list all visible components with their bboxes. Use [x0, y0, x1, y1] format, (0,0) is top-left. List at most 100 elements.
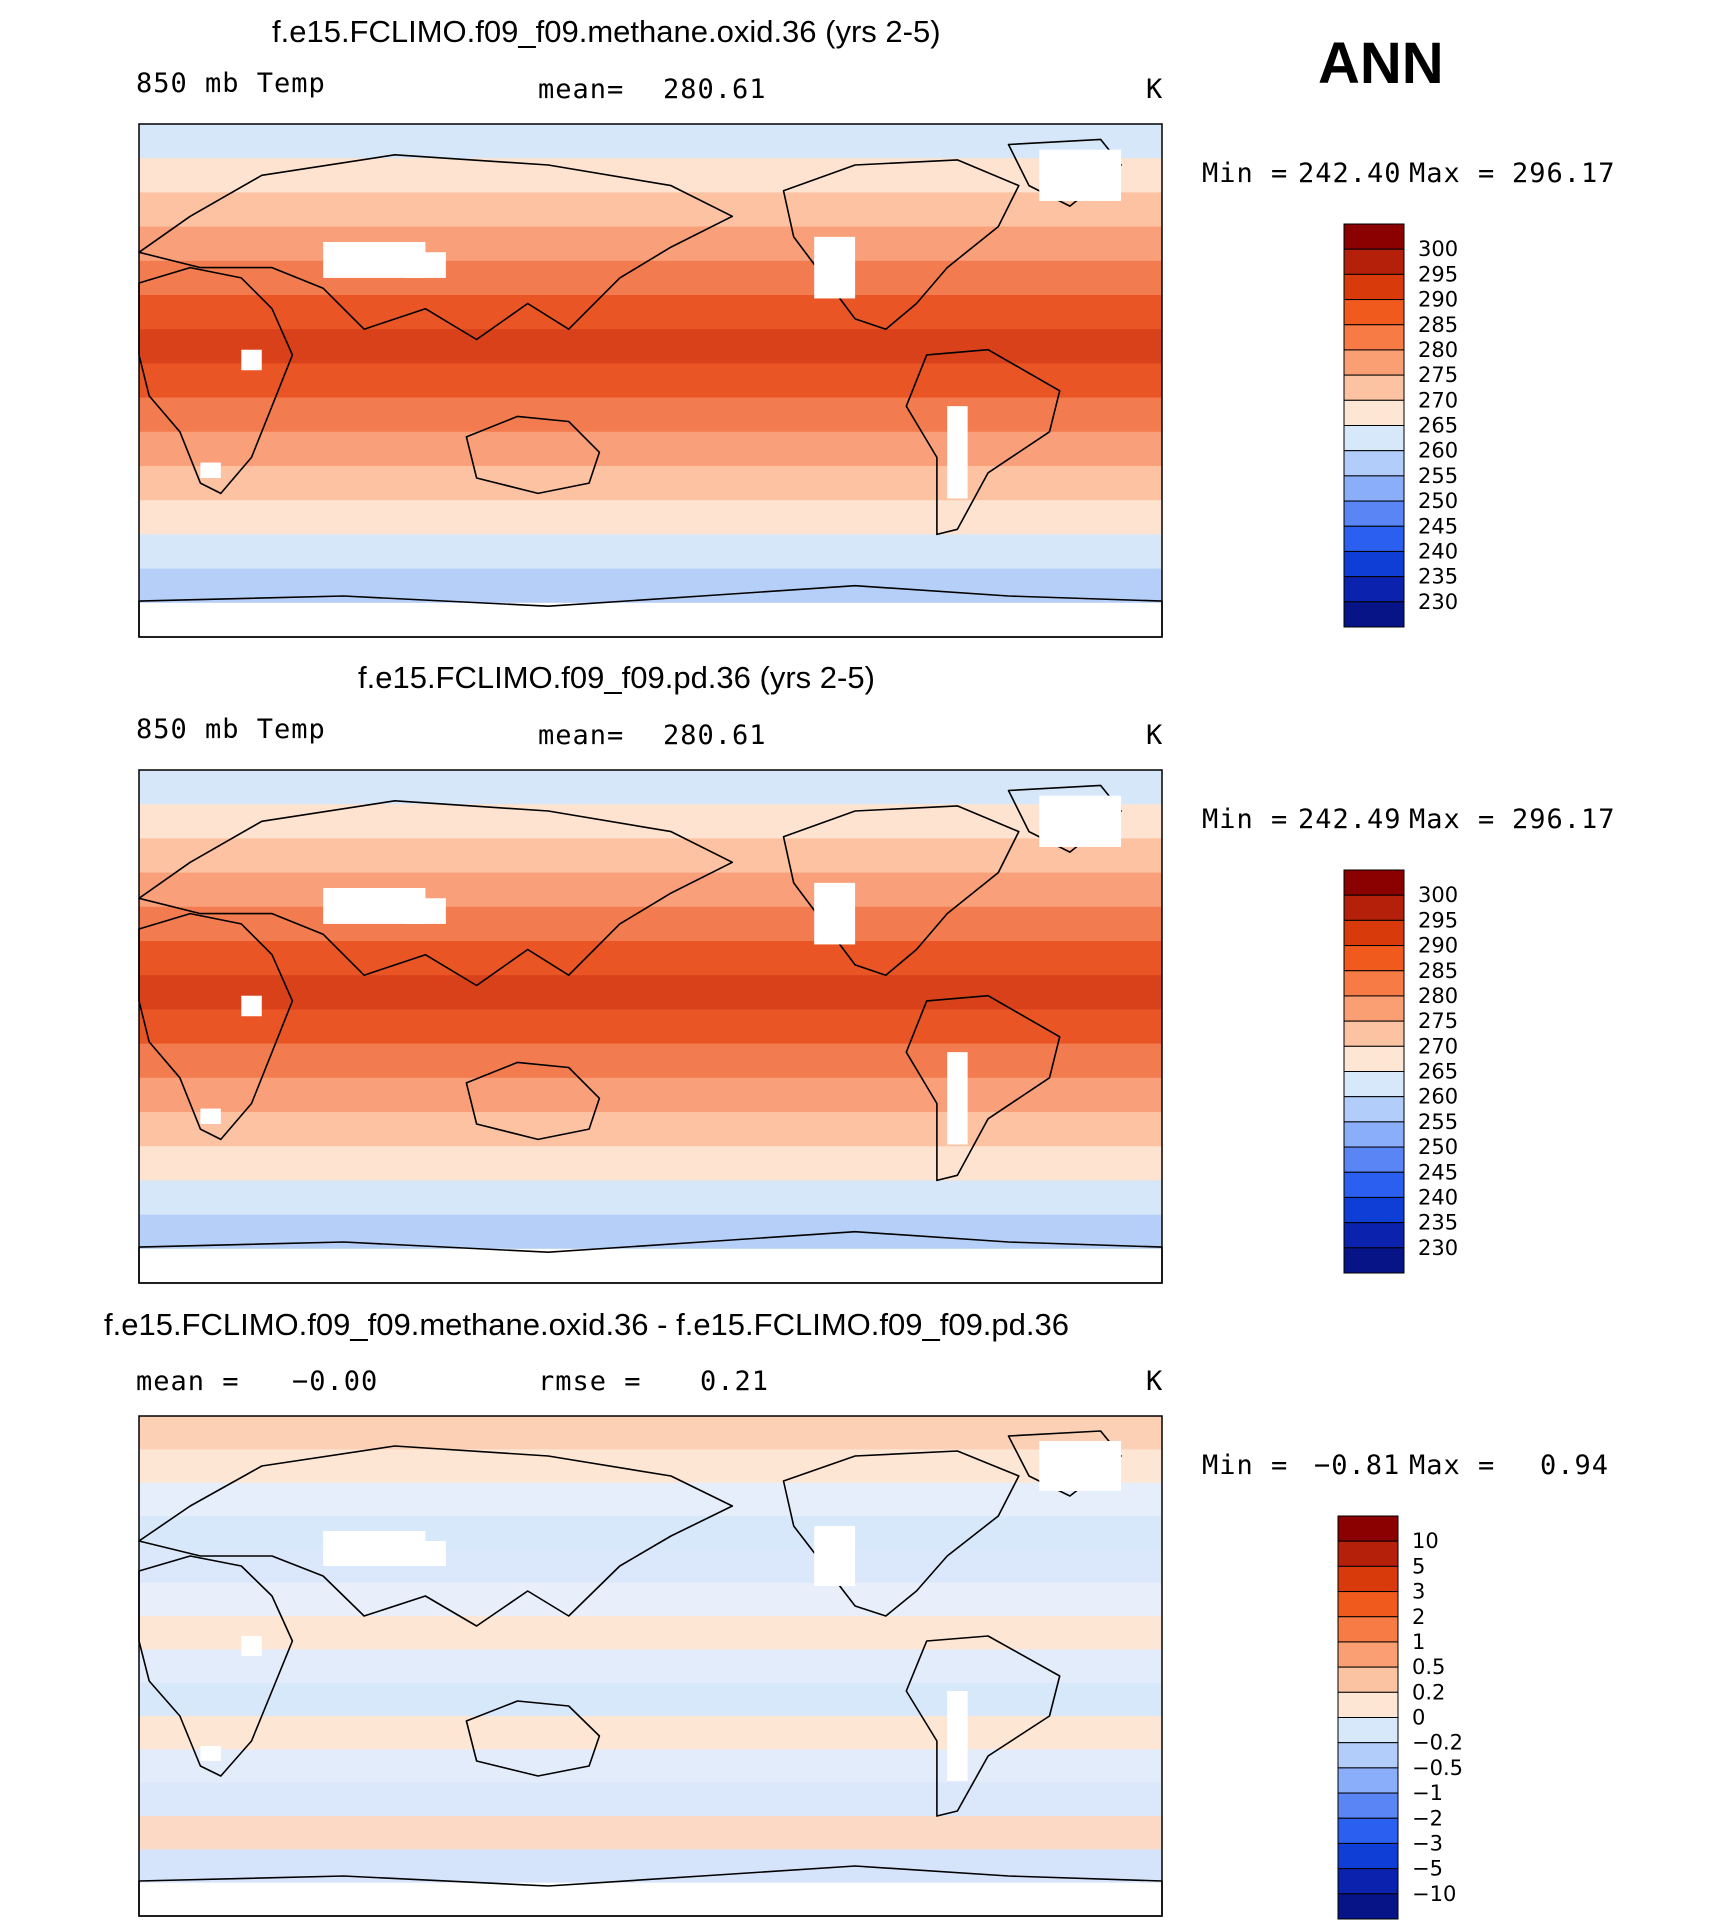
colorbar-swatch [1343, 970, 1405, 997]
colorbar-swatch [1343, 550, 1405, 578]
colorbar-swatch [1343, 894, 1405, 921]
missing-data-patch [241, 349, 262, 371]
colorbar-swatch [1343, 324, 1405, 351]
map-band [139, 1749, 1162, 1784]
colorbar-tick-label: 280 [1418, 984, 1458, 1008]
map-band [139, 1816, 1162, 1851]
colorbar-tick-label: 240 [1418, 539, 1458, 563]
map-band [139, 1716, 1162, 1751]
colorbar-swatch [1343, 1096, 1405, 1123]
colorbar-swatch [1337, 1842, 1399, 1870]
missing-data-patch [947, 406, 968, 499]
map-band [139, 1146, 1162, 1182]
colorbar-swatch [1343, 601, 1405, 628]
panel1-units: K [1146, 74, 1164, 105]
colorbar-swatch [1337, 1565, 1399, 1593]
map-band [139, 1582, 1162, 1617]
coastline [465, 1061, 601, 1141]
coastline [905, 1635, 1061, 1817]
panel3-max-value: 0.94 [1540, 1450, 1610, 1481]
colorbar-tick-label: −1 [1412, 1781, 1443, 1805]
map-band [139, 1482, 1162, 1517]
colorbar-tick-label: 10 [1412, 1529, 1439, 1553]
map-band [139, 1449, 1162, 1484]
panel3-mean-label: mean = [136, 1366, 240, 1397]
colorbar-swatch [1343, 399, 1405, 426]
panel1-title: f.e15.FCLIMO.f09_f09.methane.oxid.36 (yr… [272, 14, 941, 49]
map-panel-2 [138, 769, 1163, 1284]
map-frame [138, 1415, 1163, 1917]
colorbar-swatch [1337, 1792, 1399, 1819]
colorbar-tick-label: 0.2 [1412, 1680, 1445, 1704]
colorbar-tick-label: 280 [1418, 338, 1458, 362]
colorbar-swatch [1343, 525, 1405, 552]
colorbar-swatch [1337, 1868, 1399, 1895]
map-band [139, 906, 1162, 942]
panel3-min-value: −0.81 [1314, 1450, 1401, 1481]
colorbar-swatch [1343, 273, 1405, 301]
colorbar-tick-label: 1 [1412, 1630, 1425, 1654]
map-band [139, 1077, 1162, 1113]
map-band [139, 602, 1162, 638]
colorbar-tick-label: 300 [1418, 237, 1458, 261]
map-panel-3 [138, 1415, 1163, 1917]
coastline [465, 415, 601, 495]
colorbar-swatch [1343, 299, 1405, 326]
coastline [138, 266, 294, 495]
map-panel-1 [138, 123, 1163, 638]
colorbar-tick-label: −0.2 [1412, 1731, 1463, 1755]
map-band [139, 397, 1162, 433]
colorbar-swatch [1343, 1020, 1405, 1047]
colorbar-swatch [1337, 1540, 1399, 1567]
colorbar-tick-label: 250 [1418, 1135, 1458, 1159]
missing-data-patch [200, 462, 221, 478]
panel2-min-label: Min = [1202, 804, 1289, 835]
coastline [905, 348, 1061, 536]
map-band [139, 124, 1162, 160]
colorbar-1: 3002952902852802752702652602552502452402… [1343, 223, 1458, 628]
missing-data-patch [1039, 149, 1122, 201]
colorbar-swatch [1343, 450, 1405, 477]
panel3-min-label: Min = [1202, 1450, 1289, 1481]
panel1-variable: 850 mb Temp [136, 68, 326, 99]
colorbar-tick-label: 235 [1418, 565, 1458, 589]
colorbar-tick-label: 250 [1418, 489, 1458, 513]
map-frame [138, 769, 1163, 1284]
colorbar-tick-label: −3 [1412, 1831, 1443, 1855]
missing-data-patch [1039, 1441, 1122, 1491]
colorbar-tick-label: −5 [1412, 1857, 1443, 1881]
map-band [139, 1782, 1162, 1817]
map-band [139, 770, 1162, 806]
map-band [139, 975, 1162, 1011]
colorbar-swatch [1343, 1222, 1405, 1249]
colorbar-tick-label: −2 [1412, 1806, 1443, 1830]
colorbar-swatch [1343, 1071, 1405, 1098]
colorbar-tick-label: 240 [1418, 1185, 1458, 1209]
panel2-units: K [1146, 720, 1164, 751]
colorbar-tick-label: 275 [1418, 363, 1458, 387]
colorbar-tick-label: 245 [1418, 1160, 1458, 1184]
map-band [139, 872, 1162, 908]
panel3-rmse-value: 0.21 [700, 1366, 770, 1397]
map-band [139, 500, 1162, 536]
colorbar-swatch [1337, 1742, 1399, 1769]
map-frame [138, 123, 1163, 638]
map-band [139, 1882, 1162, 1917]
colorbar-tick-label: 295 [1418, 262, 1458, 286]
colorbar-tick-label: 270 [1418, 388, 1458, 412]
map-band [139, 1043, 1162, 1079]
panel1-min-value: 242.40 [1298, 158, 1402, 189]
colorbar-swatch [1343, 349, 1405, 376]
colorbar-swatch [1337, 1616, 1399, 1643]
colorbar-swatch [1343, 248, 1405, 275]
coastline [465, 1700, 601, 1777]
panel2-max-label: Max = [1409, 804, 1496, 835]
colorbar-swatch [1343, 919, 1405, 947]
colorbar-swatch [1343, 374, 1405, 401]
colorbar-tick-label: 265 [1418, 414, 1458, 438]
panel2-mean-value: 280.61 [663, 720, 767, 751]
map-band [139, 1214, 1162, 1250]
colorbar-tick-label: 235 [1418, 1211, 1458, 1235]
